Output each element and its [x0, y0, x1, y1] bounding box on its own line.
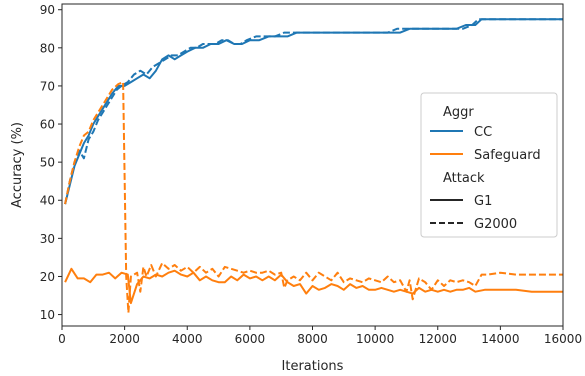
x-tick-label: 8000: [297, 332, 328, 346]
y-tick-label: 10: [40, 308, 55, 322]
x-axis-label: Iterations: [282, 359, 344, 374]
legend-label-g2000: G2000: [474, 217, 517, 232]
y-tick-label: 70: [40, 79, 55, 93]
legend-title-aggr: Aggr: [443, 105, 474, 120]
series-line-cc-g2000: [64, 18, 563, 205]
legend-label-cc: CC: [474, 125, 492, 140]
y-tick-label: 90: [40, 3, 55, 17]
legend-title-attack: Attack: [443, 171, 485, 186]
y-tick-label: 20: [40, 270, 55, 284]
series-line-safeguard-g2000: [64, 81, 563, 314]
y-tick-label: 30: [40, 232, 55, 246]
x-tick-label: 4000: [172, 332, 203, 346]
x-tick-label: 0: [58, 332, 66, 346]
y-axis-label: Accuracy (%): [10, 122, 25, 208]
x-tick-label: 10000: [356, 332, 394, 346]
y-axis-ticks: 10 20 30 40 50 60 70 80 90: [40, 3, 62, 322]
y-tick-label: 40: [40, 194, 55, 208]
legend-label-g1: G1: [474, 194, 492, 209]
legend-label-safeguard: Safeguard: [474, 148, 541, 163]
x-tick-label: 2000: [109, 332, 140, 346]
x-tick-label: 12000: [419, 332, 457, 346]
x-tick-label: 14000: [481, 332, 519, 346]
y-tick-label: 60: [40, 118, 55, 132]
x-axis-ticks: 0 2000 4000 6000 8000 10000 12000 14000 16000: [58, 326, 582, 346]
x-tick-label: 6000: [235, 332, 266, 346]
y-tick-label: 50: [40, 156, 55, 170]
x-tick-label: 16000: [544, 332, 582, 346]
legend-frame: [420, 92, 558, 238]
y-tick-label: 80: [40, 41, 55, 55]
legend: Aggr CC Safeguard Attack G1 G2000: [420, 92, 558, 238]
series-layer: [64, 18, 563, 314]
